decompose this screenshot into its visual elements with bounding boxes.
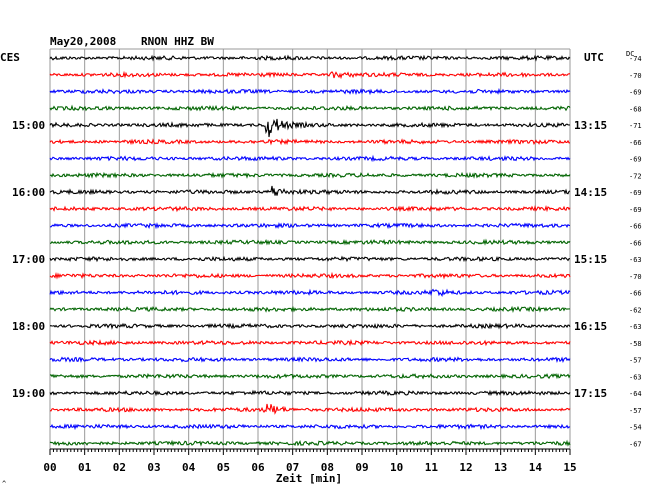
dc-offset-value: -66 bbox=[629, 290, 642, 298]
trace-line bbox=[49, 185, 571, 196]
dc-offset-header: DC bbox=[626, 50, 634, 58]
trace-line bbox=[49, 87, 571, 96]
trace-line bbox=[49, 305, 571, 313]
utc-label: 14:15 bbox=[574, 186, 607, 199]
dc-offset-labels: -74 -70 -69 -68 -71 -66 -69 -72 -69 -69 -66 -66 -63 -… bbox=[629, 55, 642, 448]
trace-line bbox=[49, 356, 571, 363]
hour-label: 16:00 bbox=[12, 186, 45, 199]
utc-label: 17:15 bbox=[574, 387, 607, 400]
x-tick-label: 07 bbox=[286, 461, 299, 474]
x-tick-label: 09 bbox=[355, 461, 368, 474]
x-tick-label: 01 bbox=[78, 461, 92, 474]
date-label: May20,2008 bbox=[50, 35, 116, 48]
x-tick-label: 12 bbox=[459, 461, 472, 474]
x-tick-label: 02 bbox=[113, 461, 126, 474]
dc-offset-value: -69 bbox=[629, 89, 642, 97]
dc-offset-value: -69 bbox=[629, 156, 642, 164]
trace-line bbox=[49, 423, 571, 431]
dc-offset-value: -69 bbox=[629, 189, 642, 197]
trace-line bbox=[49, 204, 571, 213]
x-tick-label: 05 bbox=[217, 461, 230, 474]
dc-offset-value: -70 bbox=[629, 72, 642, 80]
dc-offset-value: -63 bbox=[629, 323, 642, 331]
x-tick-label: 13 bbox=[494, 461, 507, 474]
dc-offset-value: -63 bbox=[629, 373, 642, 381]
trace-line bbox=[49, 439, 571, 447]
dc-offset-value: -66 bbox=[629, 139, 642, 147]
trace-line bbox=[49, 389, 571, 397]
x-tick-label: 10 bbox=[390, 461, 403, 474]
trace-line bbox=[49, 70, 570, 80]
trace-line bbox=[49, 288, 571, 298]
trace-line bbox=[49, 372, 571, 380]
dc-offset-value: -68 bbox=[629, 105, 642, 113]
x-tick-label: 03 bbox=[147, 461, 160, 474]
trace-line bbox=[49, 118, 571, 138]
x-tick-label: 00 bbox=[43, 461, 56, 474]
trace-line bbox=[49, 104, 571, 112]
trace-line bbox=[49, 238, 571, 246]
x-tick-label: 04 bbox=[182, 461, 196, 474]
hour-labels: 15:00 16:00 17:00 18:00 19:00 bbox=[12, 119, 45, 400]
minute-grid bbox=[49, 48, 571, 450]
station-label: RNON HHZ BW bbox=[141, 35, 214, 48]
trace-line bbox=[49, 339, 571, 347]
dc-offset-value: -57 bbox=[629, 407, 642, 415]
trace-line bbox=[49, 171, 571, 179]
hour-label: 15:00 bbox=[12, 119, 45, 132]
trace-line bbox=[49, 403, 571, 415]
trace-line bbox=[49, 271, 571, 280]
trace-line bbox=[49, 154, 571, 163]
dc-offset-value: -74 bbox=[629, 55, 642, 63]
dc-offset-value: -66 bbox=[629, 223, 642, 231]
right-timezone-label: UTC bbox=[584, 51, 604, 64]
corner-mark: ^ bbox=[2, 480, 6, 488]
trace-line bbox=[49, 255, 570, 263]
trace-line bbox=[49, 54, 571, 62]
dc-offset-value: -71 bbox=[629, 122, 642, 130]
utc-label: 13:15 bbox=[574, 119, 607, 132]
dc-offset-value: -70 bbox=[629, 273, 642, 281]
x-tick-label: 11 bbox=[425, 461, 439, 474]
dc-offset-value: -58 bbox=[629, 340, 642, 348]
trace-line bbox=[49, 322, 571, 330]
dc-offset-value: -62 bbox=[629, 306, 642, 314]
utc-label: 16:15 bbox=[574, 320, 607, 333]
x-axis: 00 01 02 03 04 05 06 07 08 09 10 11 12 13 14 15 bbox=[43, 449, 577, 474]
utc-time-labels: 13:15 14:15 15:15 16:15 17:15 bbox=[574, 119, 607, 400]
utc-label: 15:15 bbox=[574, 253, 607, 266]
dc-offset-value: -64 bbox=[629, 390, 642, 398]
dc-offset-value: -69 bbox=[629, 206, 642, 214]
dc-offset-value: -67 bbox=[629, 440, 642, 448]
x-tick-label: 14 bbox=[529, 461, 543, 474]
dc-offset-value: -57 bbox=[629, 357, 642, 365]
trace-line bbox=[50, 222, 570, 230]
x-axis-title: Zeit [min] bbox=[276, 472, 342, 485]
dc-offset-value: -63 bbox=[629, 256, 642, 264]
dc-offset-value: -72 bbox=[629, 172, 642, 180]
hour-label: 18:00 bbox=[12, 320, 45, 333]
trace-line bbox=[49, 138, 571, 146]
x-tick-label: 06 bbox=[251, 461, 265, 474]
x-tick-label: 08 bbox=[321, 461, 334, 474]
seismogram-traces bbox=[49, 54, 571, 447]
hour-label: 19:00 bbox=[12, 387, 45, 400]
dc-offset-value: -54 bbox=[629, 424, 642, 432]
hour-label: 17:00 bbox=[12, 253, 45, 266]
left-timezone-label: CES bbox=[0, 51, 20, 64]
x-tick-label: 15 bbox=[563, 461, 576, 474]
dc-offset-value: -66 bbox=[629, 239, 642, 247]
